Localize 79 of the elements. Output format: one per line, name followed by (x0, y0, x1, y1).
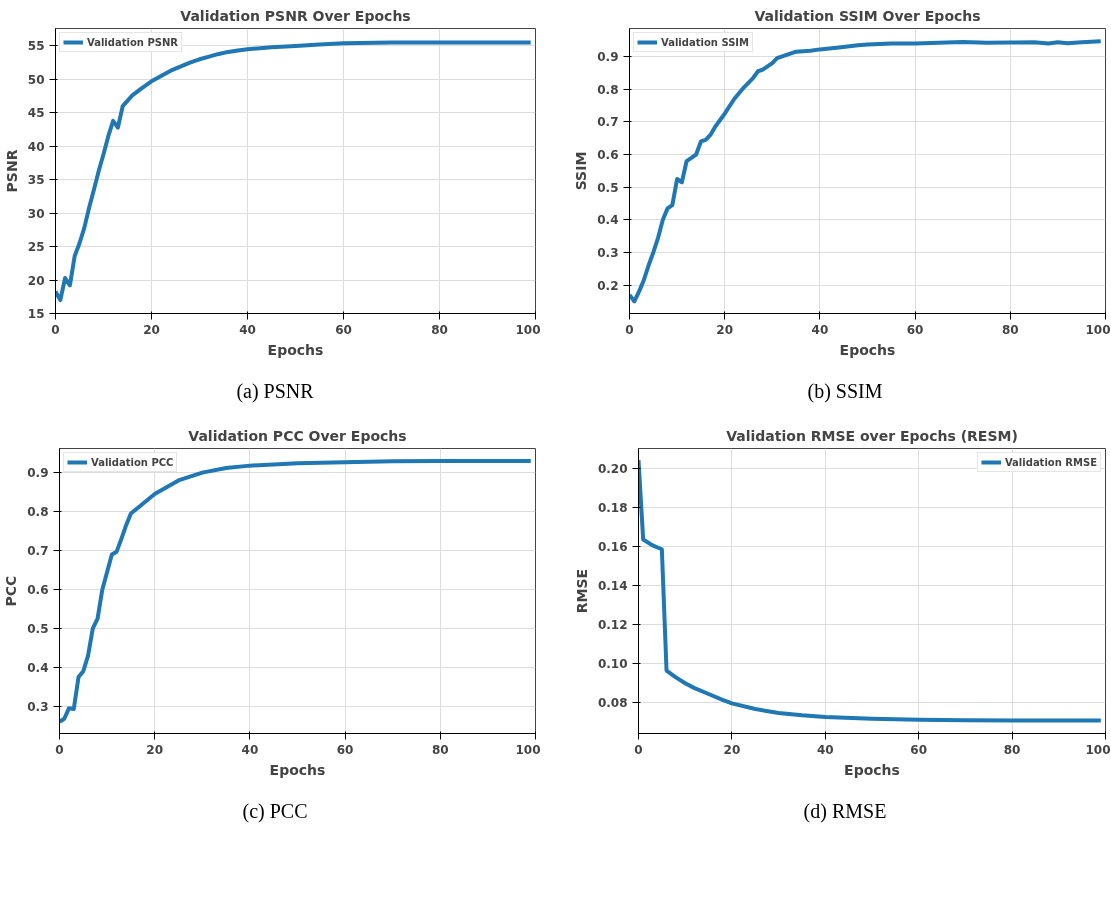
legend-label: Validation SSIM (661, 36, 750, 48)
x-tick-label: 100 (515, 742, 541, 757)
y-tick-label: 0.2 (597, 278, 619, 293)
y-tick-label: 0.5 (597, 180, 619, 195)
line-series (629, 39, 1103, 304)
y-axis-title: SSIM (573, 151, 590, 191)
line-series (638, 458, 1103, 723)
y-tick-label: 55 (27, 39, 45, 54)
y-tick-label: 30 (27, 206, 45, 221)
x-axis-title: Epochs (839, 341, 896, 358)
x-tick-label: 60 (910, 742, 928, 757)
y-tick-label: 0.10 (597, 657, 628, 672)
x-tick-label: 100 (1085, 322, 1111, 337)
x-tick-label: 0 (625, 322, 634, 337)
y-tick-label: 0.6 (27, 582, 49, 597)
chart-title: Validation RMSE over Epochs (RESM) (726, 427, 1018, 444)
y-tick-label: 0.6 (597, 148, 619, 163)
legend-label: Validation RMSE (1004, 456, 1097, 468)
x-tick-label: 20 (723, 742, 741, 757)
x-tick-label: 20 (716, 322, 734, 337)
y-tick-label: 0.8 (597, 82, 619, 97)
y-tick-label: 0.8 (27, 505, 49, 520)
y-tick-label: 0.9 (597, 50, 619, 65)
y-tick-label: 0.14 (597, 578, 628, 593)
line-series (55, 40, 533, 303)
y-tick-label: 35 (27, 173, 45, 188)
x-tick-label: 60 (336, 742, 354, 757)
y-tick-label: 0.3 (597, 245, 619, 260)
x-tick-label: 0 (51, 322, 60, 337)
x-tick-label: 40 (811, 322, 829, 337)
legend-label: Validation PCC (91, 456, 174, 468)
text: (d) RMSE (803, 799, 887, 825)
y-tick-label: 0.7 (27, 544, 49, 559)
x-tick-label: 80 (431, 322, 448, 337)
y-tick-label: 0.20 (597, 461, 628, 476)
y-axis-title: PCC (3, 575, 20, 607)
y-axis-title: PSNR (3, 149, 20, 193)
x-tick-label: 80 (431, 742, 449, 757)
legend-label: Validation PSNR (87, 36, 178, 48)
text: (b) SSIM (807, 379, 883, 405)
y-tick-label: 0.16 (597, 539, 628, 554)
x-tick-label: 40 (239, 322, 256, 337)
y-tick-label: 0.08 (597, 696, 628, 711)
y-tick-label: 50 (27, 72, 45, 87)
line-series (59, 458, 533, 724)
y-tick-label: 0.9 (27, 466, 49, 481)
x-tick-label: 40 (241, 742, 259, 757)
y-tick-label: 45 (27, 106, 45, 121)
y-tick-label: 0.3 (27, 699, 49, 714)
text: (a) PSNR (236, 379, 314, 405)
x-tick-label: 40 (816, 742, 834, 757)
y-tick-label: 15 (27, 307, 45, 321)
y-tick-label: 0.4 (27, 660, 49, 675)
y-tick-label: 0.12 (597, 618, 628, 633)
x-tick-label: 60 (906, 322, 924, 337)
x-tick-label: 60 (335, 322, 352, 337)
x-tick-label: 0 (634, 742, 643, 757)
x-tick-label: 100 (515, 322, 541, 337)
x-tick-label: 0 (55, 742, 64, 757)
y-tick-label: 40 (27, 139, 45, 154)
x-axis-title: Epochs (844, 761, 900, 778)
text: (c) PCC (242, 799, 308, 825)
y-tick-label: 0.7 (597, 115, 619, 130)
x-tick-label: 80 (1003, 742, 1021, 757)
x-tick-label: 20 (146, 742, 164, 757)
y-tick-label: 0.4 (597, 213, 619, 228)
y-tick-label: 0.18 (597, 500, 628, 515)
y-axis-title: RMSE (573, 568, 590, 614)
chart-title: Validation PSNR Over Epochs (180, 7, 411, 24)
x-tick-label: 100 (1085, 742, 1111, 757)
y-tick-label: 20 (27, 273, 45, 288)
chart-title: Validation PCC Over Epochs (188, 427, 407, 444)
x-axis-title: Epochs (269, 761, 326, 778)
y-tick-label: 0.5 (27, 621, 49, 636)
chart-title: Validation SSIM Over Epochs (754, 7, 981, 24)
x-tick-label: 20 (143, 322, 160, 337)
y-tick-label: 25 (27, 240, 45, 255)
x-tick-label: 80 (1001, 322, 1019, 337)
x-axis-title: Epochs (267, 341, 324, 358)
